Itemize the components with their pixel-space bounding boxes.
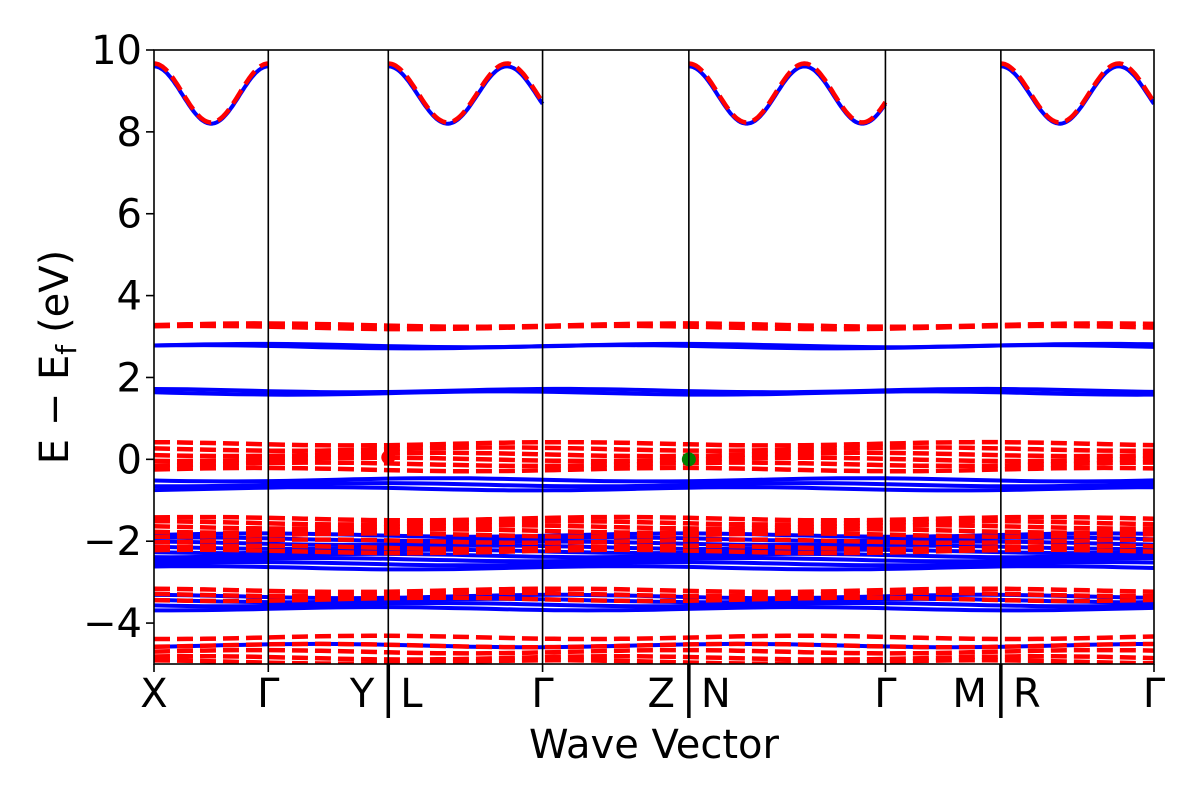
band-line <box>154 481 1154 489</box>
band-line <box>1000 64 1154 126</box>
y-tick-label: 2 <box>117 355 142 401</box>
y-tick-label: 10 <box>91 28 142 74</box>
plot-area <box>153 49 1155 665</box>
band-line <box>154 465 1154 474</box>
band-line <box>387 61 545 125</box>
band-line <box>154 343 1154 351</box>
y-tick-label: 4 <box>117 274 142 320</box>
x-tick-label: R <box>1013 671 1041 717</box>
y-tick-label: −4 <box>83 601 142 647</box>
band-line <box>1000 61 1154 125</box>
x-tick-label: Γ <box>1143 671 1166 717</box>
y-tick-label: −2 <box>83 519 142 565</box>
band-line <box>154 556 1154 564</box>
band-line <box>154 386 1154 395</box>
band-line <box>154 547 1154 556</box>
y-axis: −4 −2 0 2 4 6 8 10 <box>83 28 154 647</box>
y-axis-title-sub: f <box>50 344 83 355</box>
band-line <box>154 653 1154 662</box>
band-line <box>154 460 1154 469</box>
band-line <box>154 633 1154 642</box>
x-tick-label: L <box>400 671 423 717</box>
band-line <box>154 560 1154 568</box>
band-line <box>154 531 1154 539</box>
y-axis-title-main: E − E <box>32 355 78 465</box>
band-line <box>154 518 1154 527</box>
x-tick-label: Γ <box>257 671 280 717</box>
band-line <box>154 450 1154 459</box>
plot-frame <box>153 49 1155 665</box>
x-tick-label: Γ <box>874 671 897 717</box>
y-tick-label: 0 <box>117 437 142 483</box>
x-tick-label: Z <box>647 671 674 717</box>
band-line <box>154 527 1154 535</box>
x-tick-label: Γ <box>531 671 554 717</box>
band-line <box>388 64 545 126</box>
y-axis-title-unit: (eV) <box>32 250 78 333</box>
band-line <box>688 61 888 125</box>
band-line <box>154 551 1154 560</box>
y-axis-title: E − Ef (eV) <box>32 250 83 465</box>
y-tick-label: 6 <box>117 192 142 238</box>
x-tick-label: Y <box>349 671 375 717</box>
band-line <box>154 323 1154 332</box>
x-tick-label: X <box>140 671 167 717</box>
band-line <box>154 522 1154 531</box>
band-line <box>154 595 1154 604</box>
band-line <box>154 514 1154 523</box>
bands <box>154 61 1154 664</box>
band-line <box>154 647 1154 656</box>
band-line <box>154 605 1154 613</box>
band-line <box>154 485 1154 493</box>
band-line <box>154 586 1154 595</box>
band-line <box>154 476 1154 484</box>
band-line <box>154 445 1154 453</box>
dashed-band-series <box>154 61 1154 664</box>
band-line <box>154 389 1154 397</box>
x-tick-label: M <box>952 671 987 717</box>
band-line <box>154 641 1154 650</box>
x-tick-label: N <box>701 671 731 717</box>
band-line <box>154 658 1154 664</box>
y-tick-label: 8 <box>117 110 142 156</box>
x-axis-title: Wave Vector <box>529 722 780 768</box>
band-line <box>154 61 270 125</box>
band-line <box>154 590 1154 599</box>
band-line <box>154 543 1154 552</box>
solid-band-series <box>154 64 1154 650</box>
band-line <box>154 455 1154 464</box>
band-line <box>154 564 1154 572</box>
band-line <box>154 601 1154 609</box>
band-line <box>154 537 1154 546</box>
band-line <box>154 439 1154 448</box>
